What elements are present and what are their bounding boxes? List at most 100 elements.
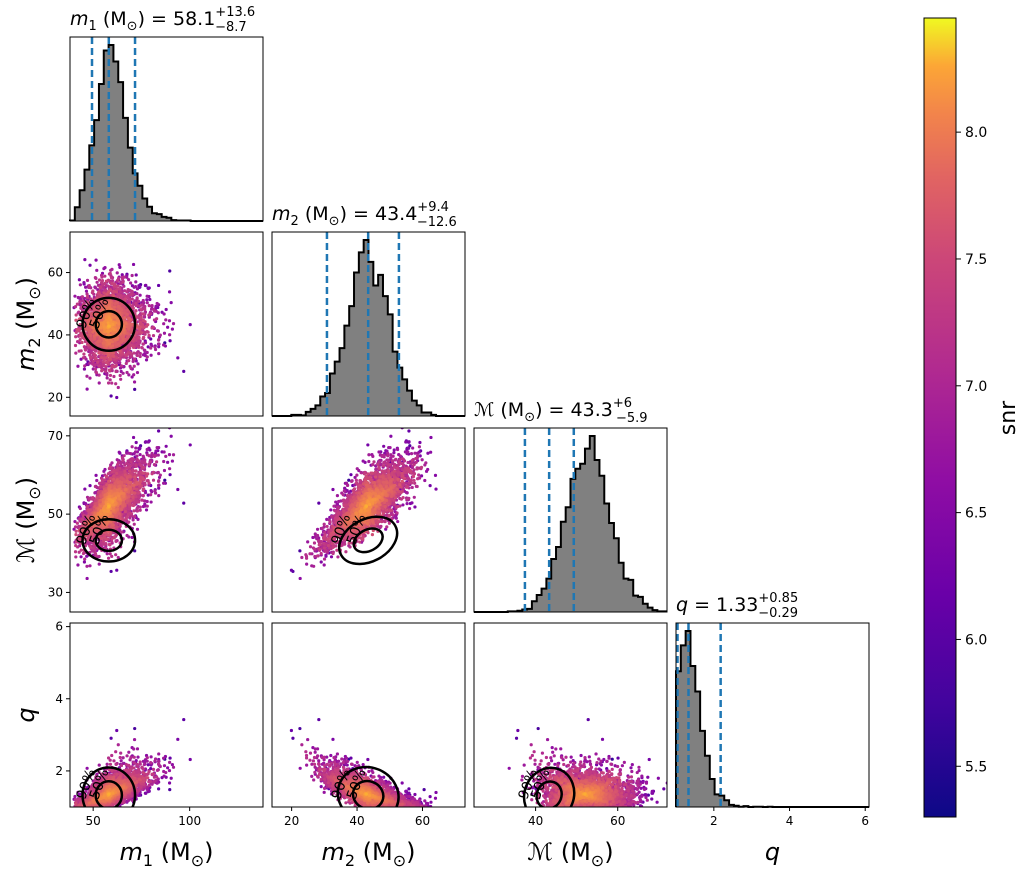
scatter-point	[78, 517, 82, 521]
scatter-point	[131, 495, 135, 500]
scatter-point	[141, 471, 146, 475]
scatter-point	[118, 311, 122, 315]
scatter-point	[135, 287, 140, 291]
scatter-point	[82, 280, 86, 285]
scatter-point	[149, 493, 153, 497]
scatter-point	[137, 500, 141, 504]
scatter-point	[100, 478, 105, 483]
scatter-point	[117, 466, 122, 470]
scatter-point	[140, 498, 144, 502]
scatter-point	[109, 394, 113, 398]
scatter-point	[166, 325, 170, 329]
scatter-point	[115, 271, 119, 275]
scatter-point	[129, 281, 133, 285]
scatter-point	[112, 468, 116, 472]
scatter-point	[79, 349, 83, 353]
scatter-point	[73, 525, 78, 529]
scatter-point	[110, 381, 114, 385]
scatter-point	[85, 387, 89, 391]
scatter-point	[128, 298, 132, 302]
panel-frame	[69, 231, 264, 417]
scatter-point	[136, 495, 141, 499]
scatter-point	[137, 491, 141, 495]
scatter-point	[75, 521, 79, 525]
scatter-point	[89, 356, 93, 360]
scatter-point	[145, 301, 149, 305]
scatter-point	[112, 305, 117, 309]
scatter-point	[141, 318, 146, 323]
scatter-point	[138, 452, 142, 457]
scatter-point	[168, 408, 171, 411]
scatter-point	[93, 363, 97, 367]
scatter-point	[132, 509, 136, 513]
scatter-point	[129, 292, 133, 297]
scatter-point	[74, 351, 78, 355]
scatter-point	[110, 279, 115, 283]
scatter-point	[123, 469, 127, 473]
scatter-point	[82, 560, 87, 564]
scatter-point	[149, 500, 153, 504]
scatter-point	[76, 563, 80, 567]
scatter-point	[122, 284, 126, 288]
scatter-point	[118, 289, 122, 294]
scatter-point	[134, 273, 138, 277]
scatter-point	[102, 285, 106, 290]
scatter-point	[153, 345, 157, 349]
scatter-point	[82, 302, 86, 306]
scatter-point	[143, 307, 147, 311]
scatter-point	[145, 298, 149, 302]
scatter-point	[103, 281, 107, 286]
scatter-point	[87, 285, 91, 289]
scatter-point	[108, 476, 113, 480]
scatter-point	[155, 460, 159, 464]
scatter-point	[150, 490, 154, 494]
scatter-point	[134, 487, 139, 491]
scatter-point	[104, 300, 108, 304]
scatter-point	[116, 342, 121, 346]
scatter-point	[76, 364, 80, 368]
scatter-point	[83, 364, 87, 368]
scatter-point	[111, 322, 115, 327]
scatter-point	[85, 576, 89, 581]
scatter-point	[103, 369, 108, 374]
scatter-point	[93, 306, 97, 310]
scatter-point	[164, 307, 168, 312]
scatter-point	[106, 472, 111, 476]
scatter-point	[131, 359, 135, 363]
scatter-point	[130, 273, 134, 278]
scatter-point	[106, 284, 110, 288]
scatter-point	[115, 290, 119, 294]
scatter-point	[167, 453, 172, 457]
scatter-point	[125, 275, 129, 279]
scatter-point	[169, 434, 173, 438]
scatter-point	[141, 335, 146, 339]
scatter-point	[145, 330, 149, 334]
scatter-point	[89, 508, 93, 512]
scatter-point	[138, 320, 142, 324]
scatter-point	[106, 556, 111, 560]
scatter-point	[132, 351, 136, 355]
scatter-point	[103, 274, 107, 278]
scatter-point	[143, 483, 147, 487]
scatter-point	[113, 302, 117, 306]
scatter-point	[86, 318, 90, 322]
scatter-point	[135, 350, 139, 355]
scatter-point	[73, 294, 77, 298]
scatter-point	[89, 333, 93, 338]
scatter-point	[100, 368, 104, 372]
scatter-point	[88, 564, 92, 568]
scatter-point	[109, 569, 113, 574]
scatter-point	[110, 367, 114, 371]
scatter-point	[121, 337, 125, 341]
scatter-point	[135, 296, 139, 300]
scatter-point	[121, 280, 125, 285]
scatter-point	[125, 336, 130, 340]
scatter-point	[88, 327, 92, 332]
scatter-point	[74, 529, 78, 533]
scatter-point	[85, 278, 90, 282]
scatter-point	[133, 472, 137, 477]
scatter-point	[112, 289, 116, 294]
scatter-point	[182, 501, 186, 505]
scatter-point	[107, 342, 111, 346]
scatter-point	[112, 315, 117, 319]
